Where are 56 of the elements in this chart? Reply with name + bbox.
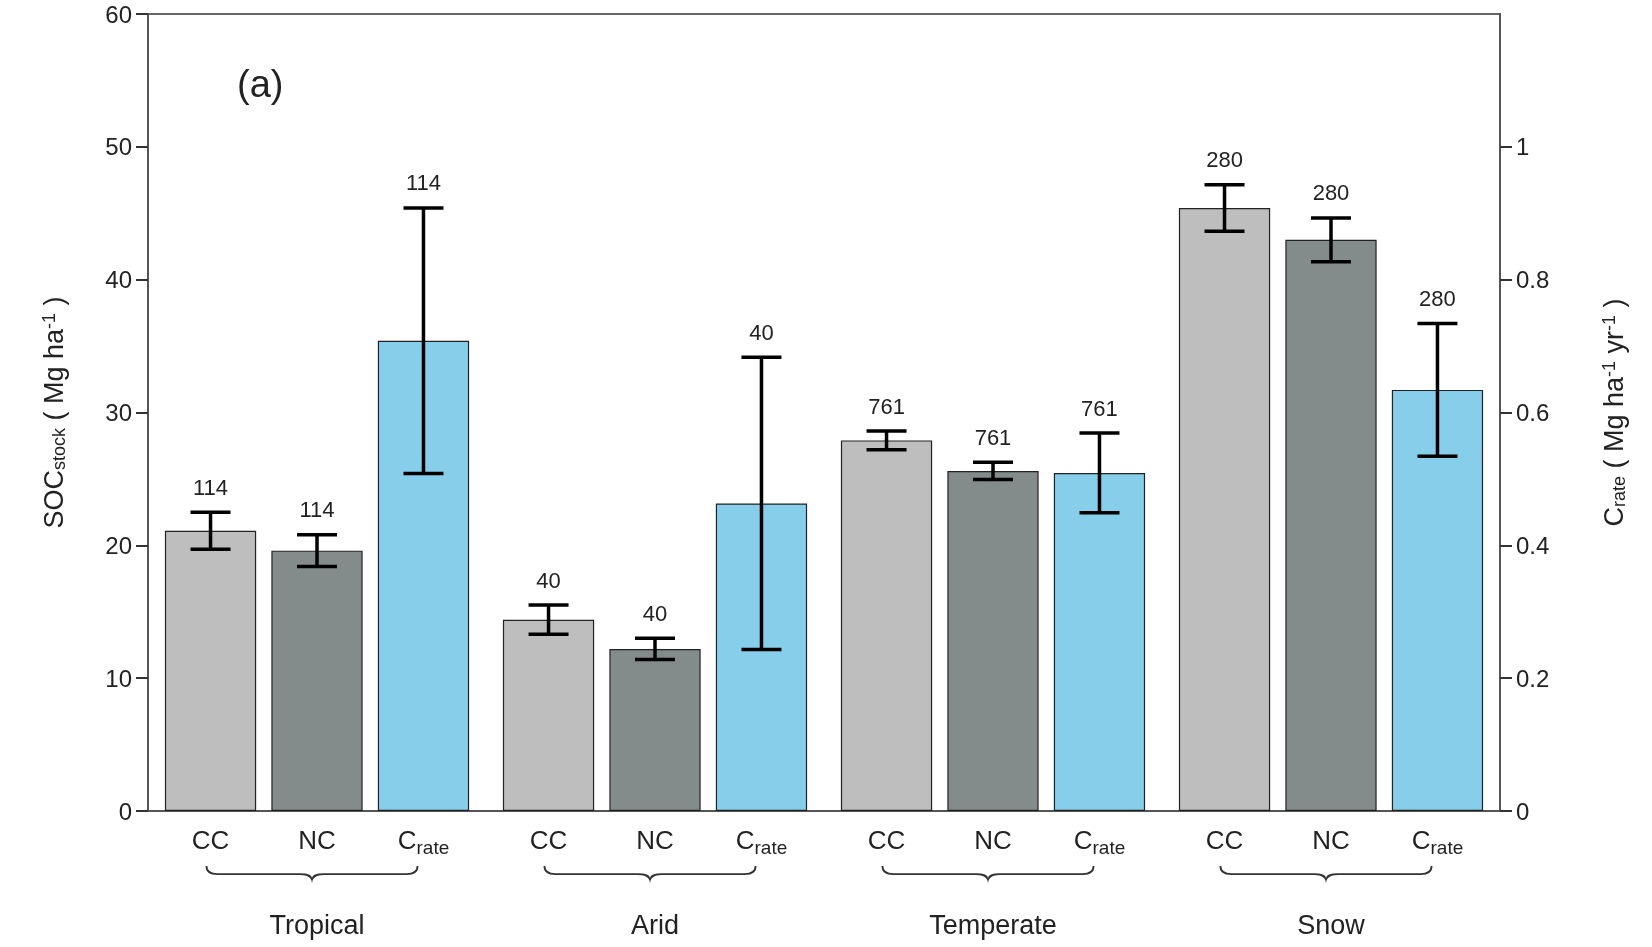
- bar: [947, 470, 1039, 811]
- y-tick-label: 60: [105, 0, 132, 28]
- annotation: 114: [405, 170, 442, 196]
- text: C$_{rate}$: [735, 825, 788, 858]
- bar: [609, 648, 701, 811]
- bar: [164, 530, 257, 811]
- y-tick-label: 0: [118, 797, 132, 825]
- bar: [715, 503, 808, 811]
- annotation: 40: [536, 567, 561, 593]
- x-tick-label: Arid: [630, 909, 680, 940]
- series-label: NC: [298, 825, 336, 856]
- bar: [1285, 239, 1377, 811]
- bar: [1053, 472, 1146, 811]
- annotation: 40: [642, 600, 668, 626]
- annotation: 114: [299, 497, 335, 523]
- x-tick-label: Tropical: [269, 909, 365, 940]
- bar: [377, 340, 470, 811]
- x-tick-label: Temperate: [929, 909, 1057, 940]
- annotation: (a): [237, 63, 284, 105]
- text: C$_{rate}$: [1411, 825, 1464, 858]
- annotation: 761: [1081, 395, 1118, 421]
- y-tick-label: 20: [105, 531, 132, 559]
- annotation: 761: [868, 393, 905, 419]
- y2-tick-label: 0: [1516, 797, 1530, 825]
- bar: [1178, 207, 1271, 811]
- y2-tick-label: 0.8: [1516, 266, 1550, 294]
- y2-tick-label: 0.4: [1516, 531, 1550, 559]
- y-tick-label: 50: [105, 133, 132, 161]
- annotation: 114: [192, 474, 229, 500]
- text: C$_{rate}$: [1073, 825, 1126, 858]
- bar: [840, 440, 933, 811]
- annotation: 40: [749, 319, 774, 345]
- y2-axis-title: Crate ( Mg ha-1 yr-1 ): [1599, 298, 1629, 527]
- bar: [1391, 389, 1484, 811]
- text: CC: [1205, 825, 1244, 855]
- bar: [271, 550, 363, 811]
- x-tick-label: Snow: [1297, 909, 1366, 940]
- y-tick-label: 10: [105, 664, 132, 692]
- text: CC: [867, 825, 906, 855]
- text: NC: [1312, 825, 1350, 855]
- y-axis-title: SOCstock ( Mg ha-1 ): [39, 296, 69, 529]
- annotation: 280: [1312, 180, 1350, 206]
- y2-tick-label: 0.2: [1516, 664, 1550, 692]
- series-label: CC: [191, 825, 230, 856]
- y2-tick-label: 1: [1516, 133, 1530, 161]
- text: CC: [529, 825, 568, 855]
- text: NC: [636, 825, 674, 855]
- annotation: 280: [1206, 147, 1243, 173]
- annotation: 761: [974, 424, 1012, 450]
- y-tick-label: 30: [105, 399, 132, 426]
- y2-tick-label: 0.6: [1516, 399, 1550, 426]
- text: NC: [974, 825, 1012, 855]
- annotation: 280: [1419, 286, 1456, 311]
- series-label: C$_{rate}$: [397, 825, 450, 859]
- bar: [502, 619, 595, 811]
- y-tick-label: 40: [105, 266, 132, 294]
